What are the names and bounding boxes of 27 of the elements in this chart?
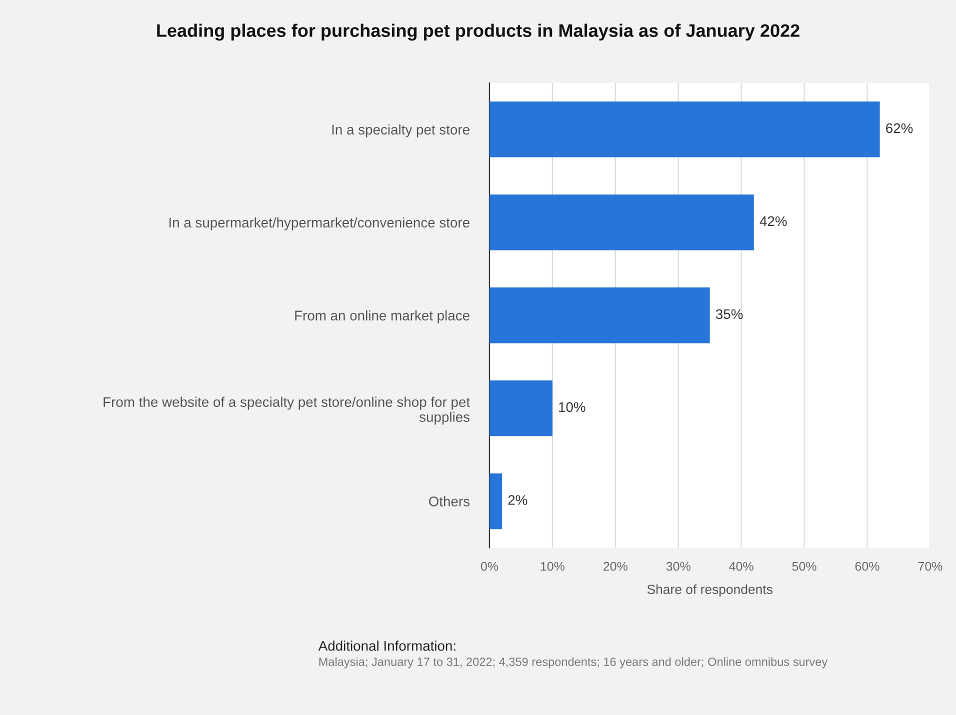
bar (489, 102, 880, 158)
bar (489, 380, 552, 436)
x-tick-label: 0% (480, 562, 498, 571)
bar (489, 194, 754, 250)
data-label: 62% (886, 123, 913, 134)
y-tick-label: From an online market place (295, 310, 470, 324)
text: Malaysia; January 17 to 31, 2022; 4,359 respondents; 16 years and older; Online omnibus survey (319, 657, 828, 668)
x-tick-label: 10% (540, 562, 564, 571)
y-tick-label: In a supermarket/hypermarket/convenience store (169, 217, 470, 230)
y-tick-label: In a specialty pet store (332, 124, 470, 138)
x-tick-label: 60% (855, 562, 880, 571)
chart-title: Leading places for purchasing pet products in Malaysia as of January 2022 (157, 24, 800, 41)
y-tick-label: From the website of a specialty pet store/online shop for pet supplies (104, 396, 470, 425)
x-tick-label: 30% (666, 562, 690, 571)
data-label: 35% (716, 309, 743, 320)
x-tick-label: 50% (792, 562, 816, 571)
data-label: 2% (508, 495, 528, 505)
bar (489, 287, 710, 344)
x-tick-label: 70% (918, 562, 942, 571)
bar (489, 473, 502, 530)
data-label: 42% (760, 216, 787, 226)
x-tick-label: 20% (604, 562, 628, 571)
data-label: 10% (559, 402, 586, 412)
y-tick-label: Others (429, 496, 470, 506)
x-axis-title: Share of respondents (647, 584, 772, 597)
x-tick-label: 40% (729, 562, 754, 571)
text: Additional Information: (318, 640, 456, 651)
